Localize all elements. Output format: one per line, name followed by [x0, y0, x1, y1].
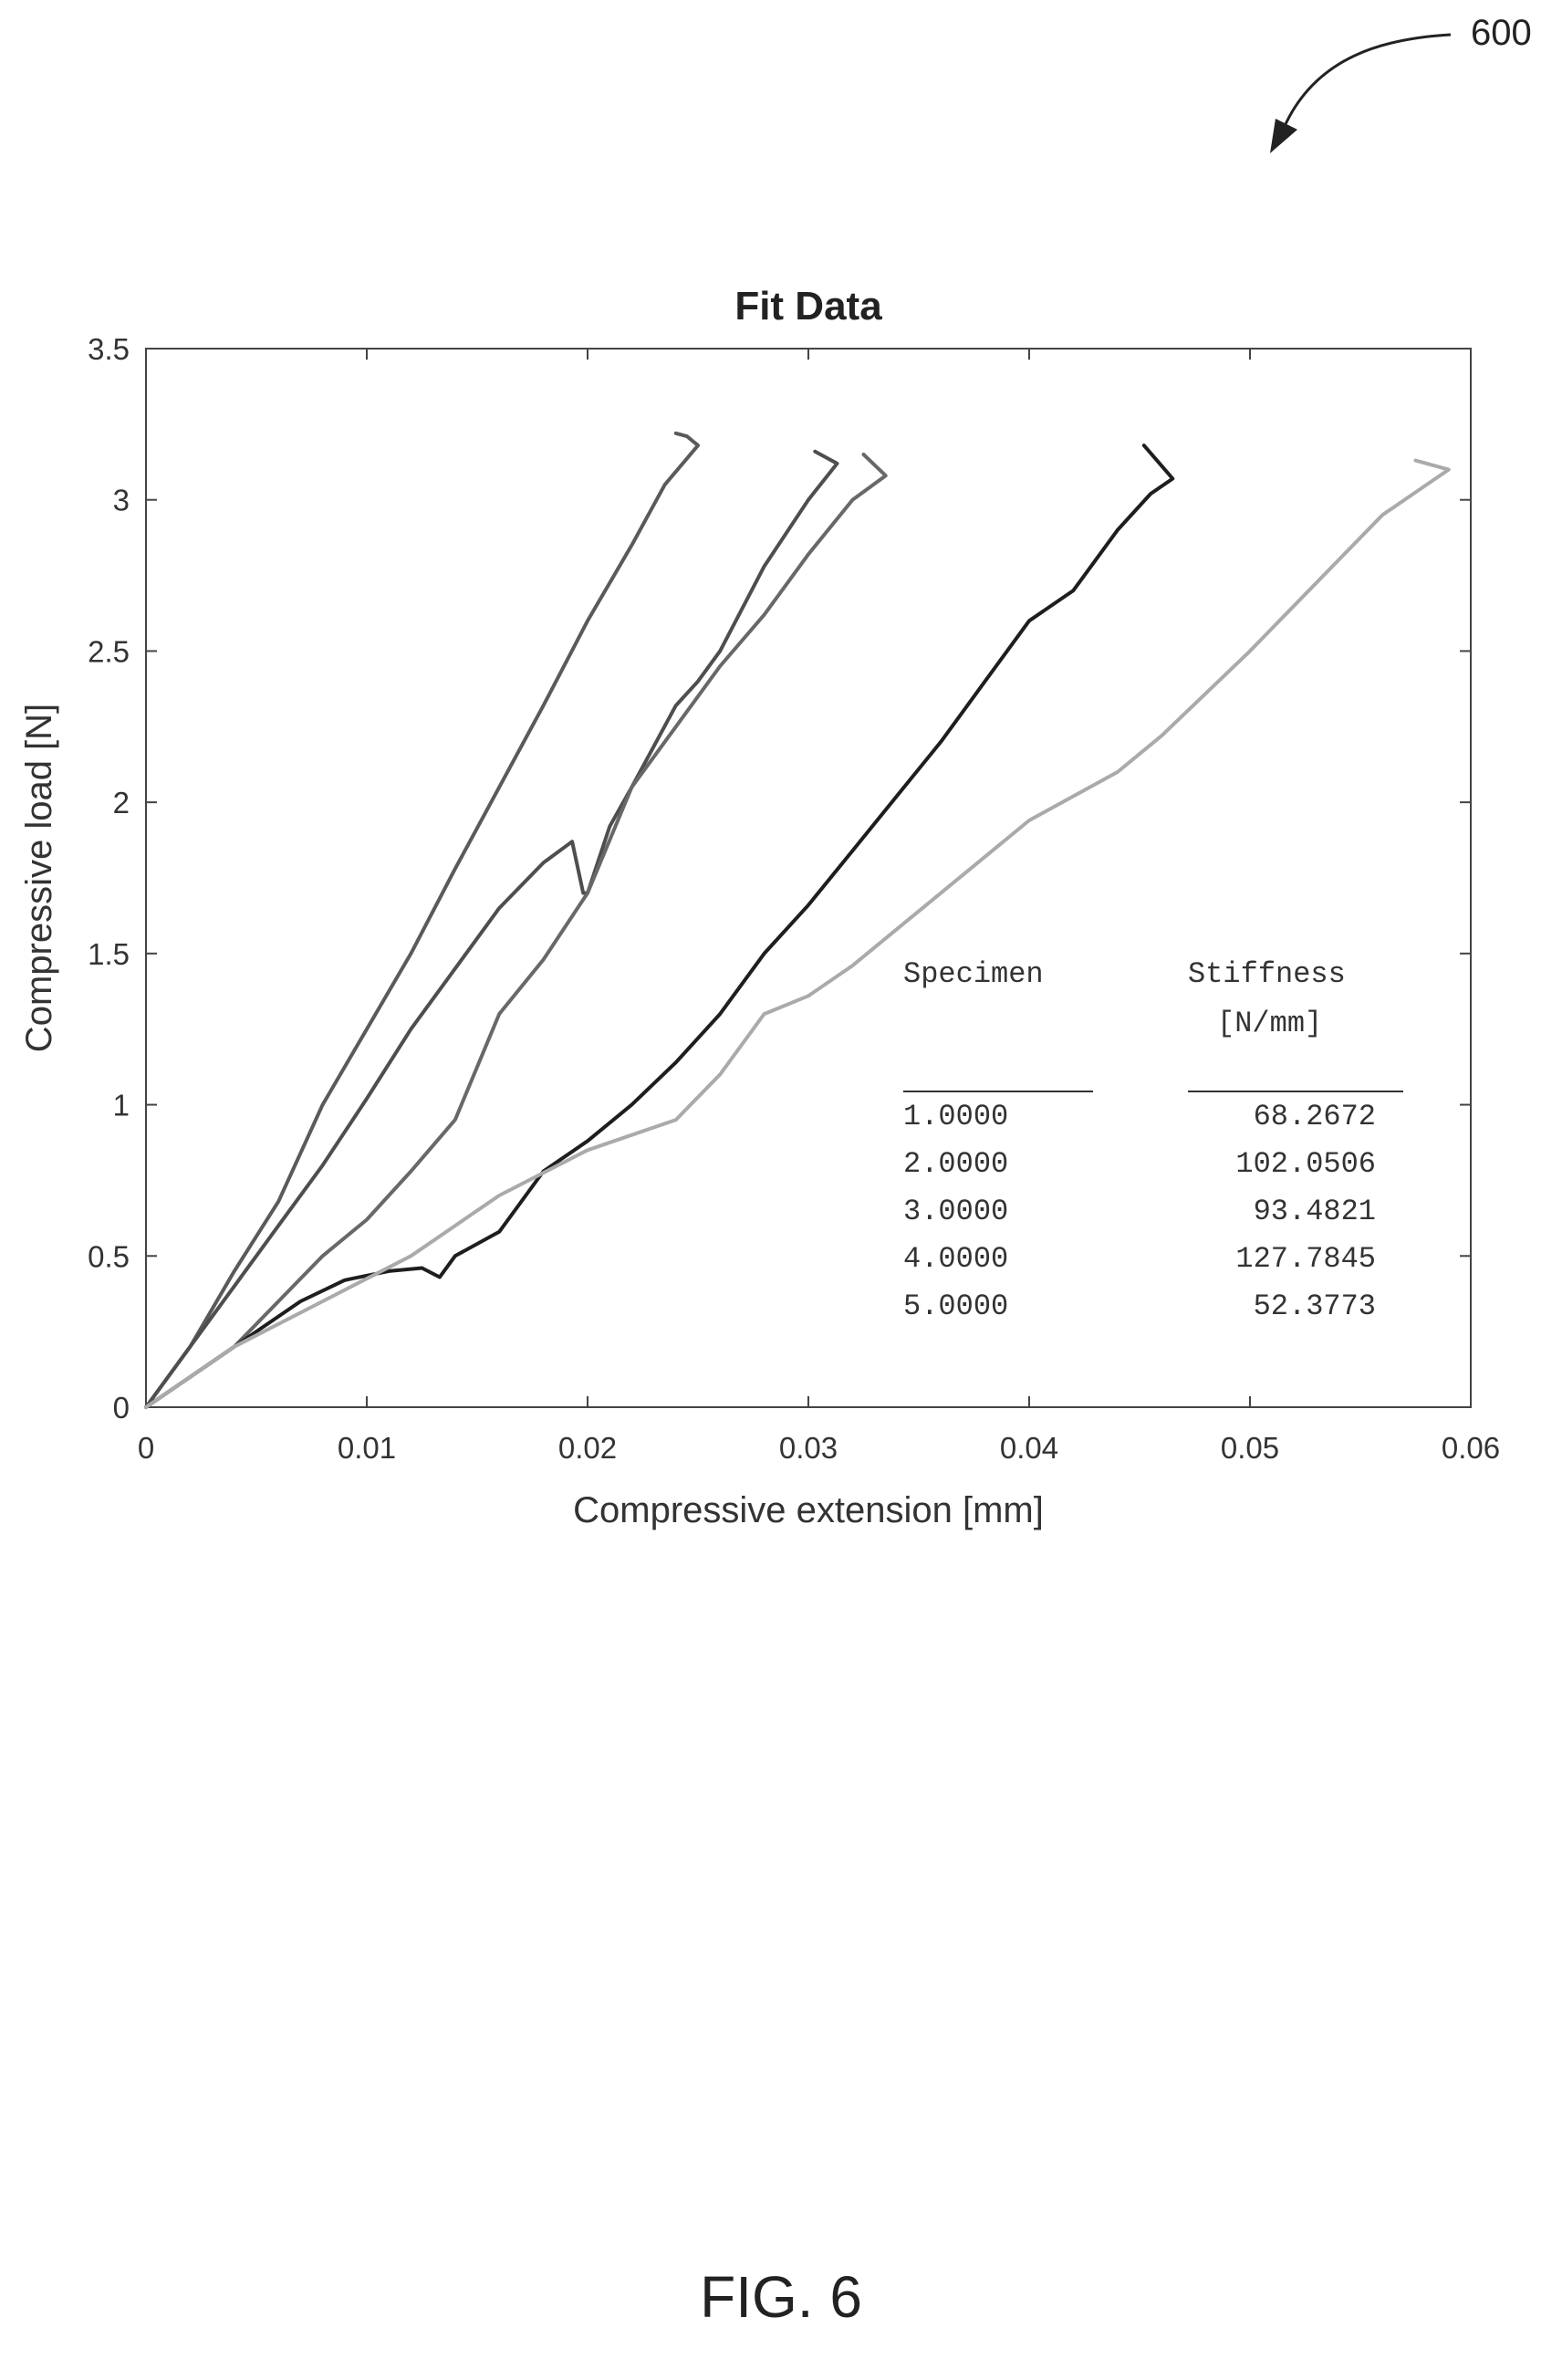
table-cell-stiffness: 93.4821 — [1254, 1195, 1376, 1228]
y-tick-label: 2.5 — [88, 634, 130, 668]
table-cell-specimen: 5.0000 — [903, 1289, 1008, 1323]
reference-numeral: 600 — [1471, 13, 1532, 53]
y-tick-label: 2 — [113, 786, 130, 819]
series-line-1 — [144, 431, 700, 1409]
table-cell-specimen: 3.0000 — [903, 1195, 1008, 1228]
table-cell-stiffness: 52.3773 — [1254, 1289, 1376, 1323]
stiffness-table: Specimen Stiffness [N/mm] 1.0000 68.2672 2… — [903, 957, 1403, 1323]
table-cell-specimen: 4.0000 — [903, 1242, 1008, 1276]
y-tick-label: 1 — [113, 1089, 130, 1122]
table-header-specimen: Specimen — [903, 957, 1044, 991]
table-cell-specimen: 2.0000 — [903, 1147, 1008, 1181]
series-line-4 — [144, 444, 1175, 1409]
table-rows: 1.0000 68.2672 2.0000 102.0506 3.0000 93.4821… — [903, 1100, 1376, 1323]
table-cell-stiffness: 102.0506 — [1235, 1147, 1376, 1181]
x-tick-label: 0 — [138, 1431, 154, 1465]
table-header-stiffness: Stiffness — [1188, 957, 1346, 991]
figure-caption: FIG. 6 — [700, 2264, 862, 2330]
y-tick-label: 3.5 — [88, 332, 130, 366]
table-header-units: [N/mm] — [1217, 1007, 1322, 1040]
series-line-3 — [144, 453, 888, 1409]
x-tick-label: 0.04 — [1000, 1431, 1058, 1465]
series-line-5 — [144, 458, 1451, 1409]
x-tick-label: 0.06 — [1442, 1431, 1500, 1465]
x-tick-label: 0.01 — [338, 1431, 396, 1465]
y-tick-label: 0.5 — [88, 1239, 130, 1273]
reference-arrow — [1270, 33, 1452, 153]
chart-title: Fit Data — [734, 284, 882, 329]
x-tick-label: 0.05 — [1221, 1431, 1279, 1465]
table-cell-stiffness: 68.2672 — [1254, 1100, 1376, 1133]
chart: Fit Data 0 0.01 0.02 0.03 0.04 0.05 0.06 0 0.5 1… — [19, 284, 1500, 1530]
series-line-2 — [144, 449, 839, 1409]
y-tick-label: 3 — [113, 484, 130, 517]
y-tick-label: 0 — [113, 1391, 130, 1425]
x-axis-ticks: 0 0.01 0.02 0.03 0.04 0.05 0.06 — [138, 349, 1500, 1465]
table-cell-stiffness: 127.7845 — [1235, 1242, 1376, 1276]
series-layer — [144, 431, 1451, 1409]
table-cell-specimen: 1.0000 — [903, 1100, 1008, 1133]
y-tick-label: 1.5 — [88, 937, 130, 971]
y-axis-ticks: 0 0.5 1 1.5 2 2.5 3 3.5 — [88, 332, 1471, 1425]
x-tick-label: 0.03 — [779, 1431, 838, 1465]
x-tick-label: 0.02 — [558, 1431, 617, 1465]
x-axis-label: Compressive extension [mm] — [573, 1490, 1044, 1530]
y-axis-label: Compressive load [N] — [19, 704, 59, 1052]
